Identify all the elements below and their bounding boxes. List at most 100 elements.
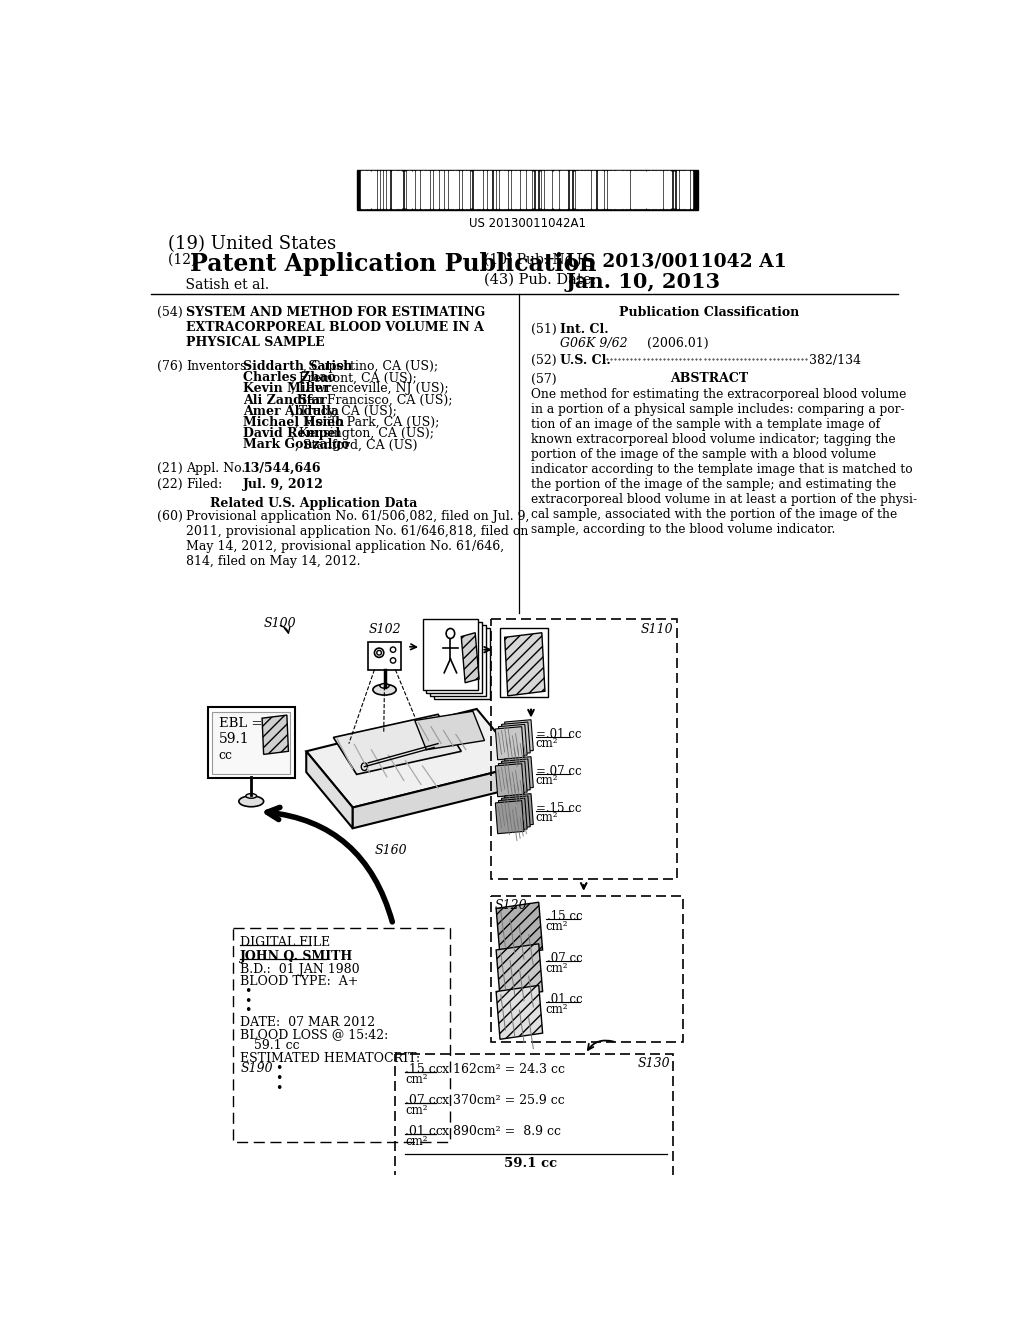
Bar	[685, 172, 687, 209]
Bar	[426, 172, 429, 209]
Polygon shape	[502, 759, 530, 792]
Ellipse shape	[246, 793, 257, 799]
Text: cm²: cm²	[546, 961, 568, 974]
Text: =.07 cc: =.07 cc	[536, 766, 582, 779]
Bar	[457, 172, 458, 209]
Bar	[542, 172, 544, 209]
Text: .07 cc: .07 cc	[547, 952, 583, 965]
Bar	[515, 172, 518, 209]
Bar	[598, 172, 601, 209]
Text: •: •	[275, 1082, 283, 1096]
Bar	[545, 172, 547, 209]
Bar	[586, 172, 587, 209]
Bar	[564, 172, 567, 209]
Bar	[637, 172, 639, 209]
Text: Amer Abdulla: Amer Abdulla	[243, 405, 339, 418]
Bar	[453, 172, 456, 209]
Text: DATE:  07 MAR 2012: DATE: 07 MAR 2012	[241, 1016, 376, 1030]
Text: B.D.:  01 JAN 1980: B.D.: 01 JAN 1980	[241, 964, 360, 975]
Text: (21): (21)	[158, 462, 183, 475]
Text: (12): (12)	[168, 252, 201, 267]
Text: cc: cc	[219, 748, 232, 762]
Bar	[554, 172, 557, 209]
Text: Appl. No.:: Appl. No.:	[186, 462, 250, 475]
Text: Publication Classification: Publication Classification	[620, 306, 800, 319]
Polygon shape	[505, 719, 534, 752]
Text: Ali Zandifar: Ali Zandifar	[243, 393, 327, 407]
Text: Satish et al.: Satish et al.	[168, 277, 269, 292]
Text: U.S. Cl.: U.S. Cl.	[560, 354, 611, 367]
Text: BLOOD TYPE:  A+: BLOOD TYPE: A+	[241, 974, 358, 987]
Text: David Rempel: David Rempel	[243, 428, 340, 440]
Polygon shape	[496, 985, 543, 1039]
Bar	[407, 172, 409, 209]
Text: (54): (54)	[158, 306, 183, 319]
Bar	[512, 172, 515, 209]
Bar	[384, 172, 385, 209]
Ellipse shape	[373, 684, 396, 696]
Bar	[397, 172, 398, 209]
Polygon shape	[496, 903, 543, 956]
Bar	[503, 172, 504, 209]
Text: 59.1 cc: 59.1 cc	[254, 1039, 300, 1052]
Text: (51): (51)	[531, 323, 557, 337]
Text: .07 cc: .07 cc	[406, 1094, 443, 1107]
Text: EBL =: EBL =	[219, 717, 262, 730]
Polygon shape	[496, 944, 543, 998]
Text: (43) Pub. Date:: (43) Pub. Date:	[484, 272, 597, 286]
Polygon shape	[334, 714, 461, 775]
Text: One method for estimating the extracorporeal blood volume
in a portion of a phys: One method for estimating the extracorpo…	[531, 388, 918, 536]
Bar	[439, 172, 441, 209]
FancyBboxPatch shape	[423, 619, 478, 689]
Bar	[423, 172, 425, 209]
FancyBboxPatch shape	[500, 628, 548, 697]
Text: S100: S100	[263, 618, 296, 631]
Text: (22): (22)	[158, 478, 183, 491]
Ellipse shape	[380, 684, 389, 688]
Polygon shape	[502, 796, 530, 829]
Bar	[655, 172, 658, 209]
Bar	[467, 172, 469, 209]
Text: US 2013/0011042 A1: US 2013/0011042 A1	[566, 252, 786, 271]
Bar	[421, 172, 423, 209]
Bar	[548, 172, 551, 209]
Text: Charles Zhao: Charles Zhao	[243, 371, 336, 384]
Bar	[569, 172, 571, 209]
Text: (19) United States: (19) United States	[168, 235, 337, 253]
Text: (76): (76)	[158, 360, 183, 374]
Text: DIGITAL FILE: DIGITAL FILE	[241, 936, 331, 949]
Text: , Fremont, CA (US);: , Fremont, CA (US);	[291, 371, 417, 384]
Bar	[372, 172, 374, 209]
Bar	[611, 172, 614, 209]
Text: (52): (52)	[531, 354, 557, 367]
Text: BLOOD LOSS @ 15:42:: BLOOD LOSS @ 15:42:	[241, 1028, 389, 1040]
Text: SYSTEM AND METHOD FOR ESTIMATING
EXTRACORPOREAL BLOOD VOLUME IN A
PHYSICAL SAMPL: SYSTEM AND METHOD FOR ESTIMATING EXTRACO…	[186, 306, 485, 350]
Bar	[488, 172, 492, 209]
Text: US 20130011042A1: US 20130011042A1	[469, 216, 586, 230]
Bar	[410, 172, 411, 209]
Bar	[588, 172, 590, 209]
Bar	[631, 172, 634, 209]
Text: .01 cc: .01 cc	[547, 993, 583, 1006]
Text: cm²: cm²	[546, 920, 568, 933]
Polygon shape	[505, 756, 534, 789]
Bar	[365, 172, 366, 209]
Text: •: •	[275, 1072, 283, 1085]
Text: •: •	[275, 1063, 283, 1076]
Text: S130: S130	[638, 1057, 671, 1071]
Bar	[442, 172, 443, 209]
Polygon shape	[499, 725, 527, 758]
Bar	[604, 172, 606, 209]
Polygon shape	[496, 726, 524, 760]
Text: JOHN Q. SMITH: JOHN Q. SMITH	[241, 950, 353, 964]
Text: Related U.S. Application Data: Related U.S. Application Data	[210, 498, 418, 511]
Polygon shape	[415, 711, 484, 750]
Bar	[592, 172, 595, 209]
Bar	[480, 172, 482, 209]
Bar	[665, 172, 666, 209]
Text: x 370cm² = 25.9 cc: x 370cm² = 25.9 cc	[438, 1094, 565, 1107]
Bar	[640, 172, 641, 209]
Polygon shape	[499, 762, 527, 795]
Bar	[578, 172, 581, 209]
Text: (57): (57)	[531, 372, 557, 385]
